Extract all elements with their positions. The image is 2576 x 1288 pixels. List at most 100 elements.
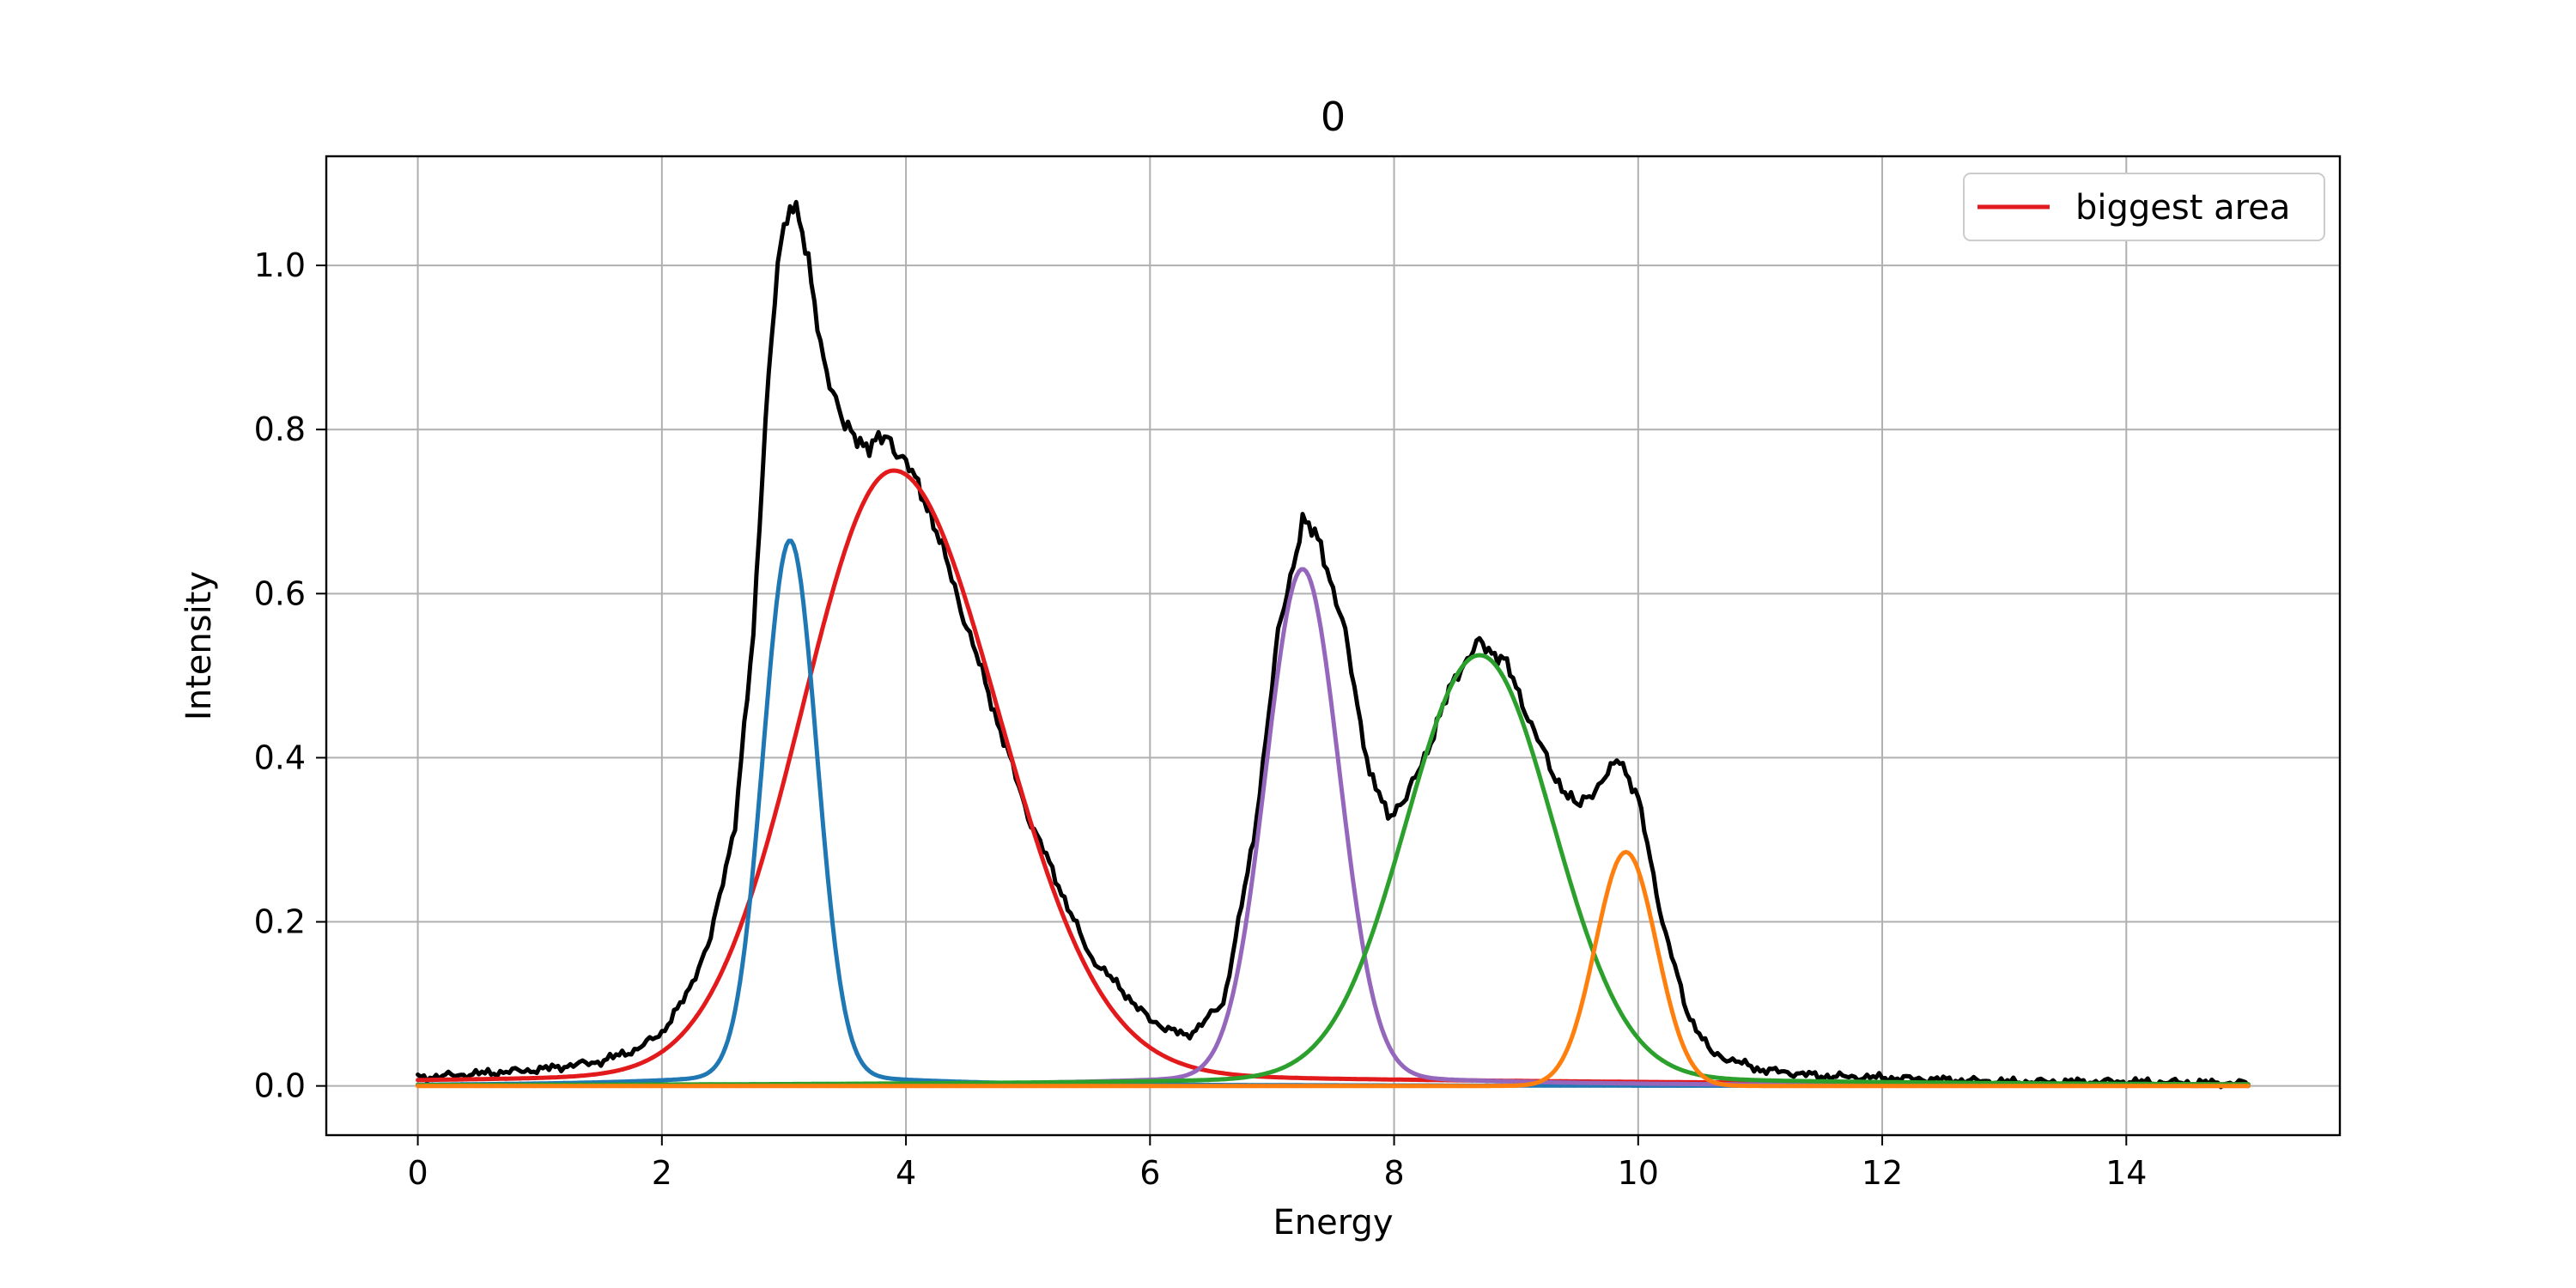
series-3-line-segment	[1425, 1075, 1445, 1082]
legend: biggest area	[1963, 173, 2325, 241]
series-1-line-segment	[1118, 1018, 1138, 1038]
series-0-line-segment	[726, 697, 750, 857]
series-2-line-segment	[767, 551, 787, 681]
y-tick-label: 0.0	[254, 1067, 306, 1105]
series-4-line-segment	[1748, 1078, 1768, 1083]
series-5-line-segment	[1718, 1082, 1738, 1088]
plot-frame	[325, 155, 2342, 1137]
series-0-line-segment	[1715, 1051, 1738, 1064]
series-0-line-segment	[489, 1068, 512, 1078]
series-2-line-segment	[869, 1070, 889, 1080]
series-1-line-segment	[1016, 778, 1036, 832]
series-4-line-segment	[1674, 1066, 1694, 1076]
series-0-line-segment	[1495, 653, 1519, 690]
series-0-line-segment	[1624, 772, 1647, 834]
series-4-line-segment	[1587, 939, 1607, 981]
x-tick-label: 8	[1383, 1154, 1404, 1192]
series-2-line-segment	[635, 1078, 654, 1084]
series-2-line-segment	[665, 1077, 684, 1083]
series-2-line-segment	[811, 704, 830, 880]
series-1-line-segment	[1030, 827, 1050, 876]
series-0-line-segment	[1587, 772, 1610, 800]
series-1-line-segment	[943, 538, 963, 584]
series-3-line-segment	[1440, 1077, 1460, 1083]
series-0-line-segment	[1789, 1070, 1812, 1079]
series-5-line-segment	[1543, 1060, 1563, 1081]
series-1-line-segment	[781, 720, 801, 783]
series-0-line-segment	[1550, 773, 1574, 801]
series-0-line-segment	[1092, 963, 1116, 983]
series-0-line-segment	[1642, 829, 1665, 926]
series-0-line-segment	[799, 229, 823, 343]
series-3-line-segment	[1206, 1026, 1226, 1061]
series-3-line-segment	[1367, 980, 1387, 1038]
series-3-line-segment	[1294, 567, 1314, 585]
series-1-line-segment	[576, 1072, 596, 1078]
series-1-line-segment	[1089, 975, 1109, 1004]
series-1-line-segment	[987, 676, 1006, 732]
series-layer	[416, 199, 2251, 1090]
series-5-line-segment	[1587, 903, 1607, 975]
y-axis-label: Intensity	[179, 571, 219, 720]
series-2-line-segment	[679, 1075, 699, 1082]
series-0-line-segment	[635, 1035, 659, 1052]
series-0-line-segment	[1111, 976, 1134, 1005]
series-1-line-segment	[898, 470, 918, 487]
series-4-line-segment	[1660, 1058, 1680, 1071]
series-0-line-segment	[1843, 1073, 1867, 1083]
series-0-line-segment	[1862, 1071, 1885, 1081]
series-5-line-segment	[1660, 969, 1680, 1031]
series-0-line-segment	[1276, 550, 1299, 631]
series-2-line-segment	[752, 676, 772, 854]
series-1-line-segment	[1074, 945, 1094, 980]
series-4-line-segment	[1601, 976, 1621, 1012]
series-2-line-segment	[605, 1079, 625, 1084]
series-1-line-segment	[972, 625, 992, 681]
series-0-line-segment	[1679, 982, 1702, 1036]
series-1-line-segment	[825, 556, 845, 611]
series-1-line-segment	[767, 778, 787, 838]
series-0-line-segment	[1514, 685, 1537, 733]
x-tick-label: 2	[652, 1154, 672, 1192]
series-0-line-segment	[1166, 1024, 1189, 1037]
series-4-line-segment	[1572, 894, 1592, 944]
series-3-line-segment	[1192, 1056, 1211, 1074]
series-0-line-segment	[946, 564, 969, 631]
series-2-line-segment	[825, 875, 845, 999]
series-1-line-segment	[869, 470, 889, 490]
series-4-line-segment	[1543, 793, 1563, 850]
series-1-line-segment	[1133, 1033, 1152, 1050]
series-3-line-segment	[1396, 1060, 1416, 1076]
series-1-line-segment	[620, 1062, 640, 1072]
series-0-line-segment	[1331, 585, 1354, 676]
series-3-line-segment	[1499, 1078, 1519, 1084]
x-tick-label: 4	[896, 1154, 916, 1192]
legend-label-biggest-area: biggest area	[2075, 188, 2290, 228]
series-0-line-segment	[1147, 1018, 1171, 1034]
series-0-line-segment	[763, 222, 787, 422]
series-3-line-segment	[1221, 968, 1241, 1031]
series-4-line-segment	[1206, 1077, 1226, 1083]
series-4-line-segment	[1528, 744, 1548, 799]
series-0-line-segment	[1898, 1073, 1922, 1084]
x-tick-label: 10	[1618, 1154, 1659, 1192]
series-4-line-segment	[1309, 1030, 1328, 1051]
series-3-line-segment	[1309, 580, 1328, 664]
series-0-line-segment	[1880, 1074, 1903, 1084]
series-4-line-segment	[1250, 1071, 1270, 1078]
series-0-line-segment	[1202, 1001, 1226, 1023]
series-0-line-segment	[1697, 1031, 1720, 1058]
series-0-line-segment	[1807, 1070, 1830, 1082]
series-5-line-segment	[1645, 903, 1665, 975]
series-3-line-segment	[1411, 1071, 1431, 1080]
series-4-line-segment	[1470, 653, 1490, 659]
series-4-line-segment	[1294, 1047, 1314, 1063]
series-4-line-segment	[1411, 744, 1431, 799]
series-4-line-segment	[1236, 1073, 1255, 1081]
series-5-line-segment	[1514, 1082, 1534, 1088]
series-0-line-segment	[1605, 758, 1629, 777]
series-0-line-segment	[598, 1051, 622, 1068]
series-0-line-segment	[1752, 1065, 1775, 1077]
series-1-line-segment	[1221, 1071, 1241, 1078]
